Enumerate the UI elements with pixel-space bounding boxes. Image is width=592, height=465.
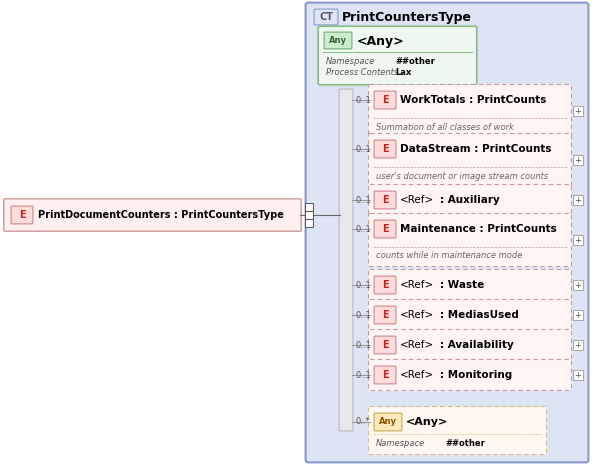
Text: DataStream : PrintCounts: DataStream : PrintCounts (400, 144, 552, 154)
Bar (305, 203, 313, 211)
FancyBboxPatch shape (368, 406, 546, 454)
FancyBboxPatch shape (374, 140, 396, 158)
Text: 0..1: 0..1 (356, 371, 372, 379)
Text: 0..1: 0..1 (356, 195, 372, 205)
Bar (573, 195, 583, 205)
FancyBboxPatch shape (368, 359, 571, 391)
Text: Namespace: Namespace (326, 57, 375, 66)
Text: CT: CT (319, 12, 333, 22)
Text: +: + (575, 371, 581, 379)
Text: Process Contents: Process Contents (326, 67, 398, 77)
FancyBboxPatch shape (368, 213, 571, 266)
Text: E: E (382, 224, 388, 234)
Text: : Monitoring: : Monitoring (440, 370, 512, 380)
Text: PrintDocumentCounters : PrintCountersType: PrintDocumentCounters : PrintCountersTyp… (38, 210, 284, 220)
Text: +: + (575, 155, 581, 165)
Bar (573, 280, 583, 290)
FancyBboxPatch shape (339, 89, 353, 431)
FancyBboxPatch shape (374, 366, 396, 384)
FancyBboxPatch shape (374, 191, 396, 209)
Text: Maintenance : PrintCounts: Maintenance : PrintCounts (400, 224, 556, 234)
Text: <Any>: <Any> (406, 417, 448, 427)
Bar (573, 155, 583, 165)
Text: +: + (575, 311, 581, 319)
Text: E: E (382, 280, 388, 290)
Text: Lax: Lax (395, 67, 411, 77)
FancyBboxPatch shape (368, 270, 571, 300)
Text: ##other: ##other (395, 57, 435, 66)
Text: user's document or image stream counts: user's document or image stream counts (376, 172, 548, 180)
Bar (573, 340, 583, 350)
Text: : MediasUsed: : MediasUsed (440, 310, 519, 320)
FancyBboxPatch shape (324, 32, 352, 49)
Text: E: E (382, 340, 388, 350)
FancyBboxPatch shape (318, 26, 477, 85)
FancyBboxPatch shape (4, 199, 301, 231)
FancyBboxPatch shape (374, 220, 396, 238)
Text: counts while in maintenance mode: counts while in maintenance mode (376, 252, 522, 260)
Text: 0..1: 0..1 (356, 340, 372, 350)
Text: <Ref>: <Ref> (400, 310, 435, 320)
Text: 0..1: 0..1 (356, 95, 372, 105)
FancyBboxPatch shape (374, 336, 396, 354)
Text: <Any>: <Any> (357, 34, 404, 47)
Text: <Ref>: <Ref> (400, 280, 435, 290)
Text: E: E (382, 310, 388, 320)
Text: <Ref>: <Ref> (400, 370, 435, 380)
FancyBboxPatch shape (374, 413, 402, 431)
Text: +: + (575, 235, 581, 245)
Text: 0..1: 0..1 (356, 145, 372, 153)
FancyBboxPatch shape (368, 330, 571, 360)
Text: PrintCountersType: PrintCountersType (342, 11, 472, 24)
Text: ##other: ##other (445, 439, 485, 449)
Text: Any: Any (329, 36, 347, 45)
Text: Namespace: Namespace (376, 439, 425, 449)
Text: E: E (382, 144, 388, 154)
Bar (305, 219, 313, 227)
Text: : Availability: : Availability (440, 340, 514, 350)
FancyBboxPatch shape (314, 9, 338, 25)
Text: E: E (382, 195, 388, 205)
Text: +: + (575, 106, 581, 115)
Text: Any: Any (379, 418, 397, 426)
Text: +: + (575, 280, 581, 290)
Bar (573, 370, 583, 380)
Bar (573, 310, 583, 320)
FancyBboxPatch shape (374, 276, 396, 294)
Text: <Ref>: <Ref> (400, 340, 435, 350)
FancyBboxPatch shape (374, 91, 396, 109)
Text: E: E (19, 210, 25, 220)
Text: 0..1: 0..1 (356, 311, 372, 319)
FancyBboxPatch shape (368, 85, 571, 138)
Bar (573, 106, 583, 116)
Text: 0..1: 0..1 (356, 280, 372, 290)
FancyBboxPatch shape (374, 306, 396, 324)
Text: 0..*: 0..* (356, 418, 371, 426)
FancyBboxPatch shape (305, 3, 588, 462)
Text: <Ref>: <Ref> (400, 195, 435, 205)
FancyBboxPatch shape (368, 133, 571, 186)
Text: : Waste: : Waste (440, 280, 484, 290)
Bar (573, 235, 583, 245)
FancyBboxPatch shape (368, 185, 571, 215)
Text: WorkTotals : PrintCounts: WorkTotals : PrintCounts (400, 95, 546, 105)
Text: E: E (382, 370, 388, 380)
FancyBboxPatch shape (11, 206, 33, 224)
Text: Summation of all classes of work: Summation of all classes of work (376, 122, 514, 132)
Text: 0..1: 0..1 (356, 225, 372, 233)
Bar (305, 211, 313, 219)
Text: +: + (575, 340, 581, 350)
FancyBboxPatch shape (368, 299, 571, 331)
Text: E: E (382, 95, 388, 105)
Text: +: + (575, 195, 581, 205)
Text: : Auxiliary: : Auxiliary (440, 195, 500, 205)
